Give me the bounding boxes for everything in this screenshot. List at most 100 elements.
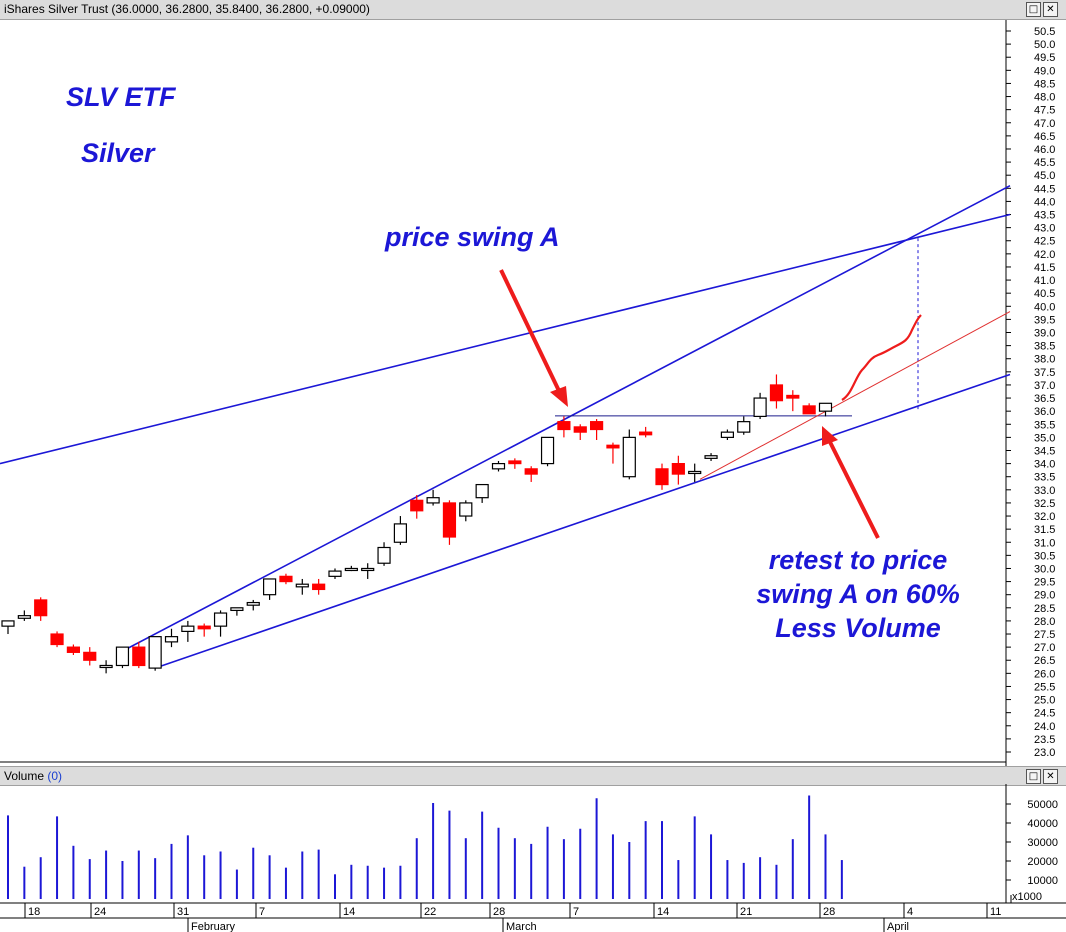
y-tick-label: 23.5 [1034,734,1055,746]
candle-body [230,607,244,612]
candle-body [557,421,571,431]
y-tick-label: 47.5 [1034,105,1055,117]
y-tick-label: 45.0 [1034,170,1055,182]
y-tick-label: 26.5 [1034,655,1055,667]
candle-body [148,636,162,669]
volume-axis: 50000 40000 30000 20000 10000 x1000 [1005,784,1058,903]
y-tick-label: 39.5 [1034,314,1055,326]
chart-title-bar: iShares Silver Trust (36.0000, 36.2800, … [0,0,1066,20]
y-tick-label: 33.0 [1034,485,1055,497]
y-tick-label: 43.5 [1034,210,1055,222]
x-tick-label: 24 [94,906,106,918]
candle-body [442,502,457,538]
volume-bars [7,795,843,899]
retest-label-line2: swing A on 60% [756,579,960,609]
month-tick-label: April [887,921,909,932]
y-tick-label: 40.5 [1034,288,1055,300]
month-tick-label: March [506,921,537,932]
swing-label: price swing A [384,222,560,252]
close-button[interactable]: ✕ [1043,2,1058,17]
y-tick-label: 30.0 [1034,563,1055,575]
y-tick-label: 28.0 [1034,616,1055,628]
candle-body [344,567,358,572]
candle-body [818,402,833,412]
annotation-arrows [499,269,922,539]
y-tick-label: 33.5 [1034,472,1055,484]
y-tick-label: 36.0 [1034,406,1055,418]
y-tick-label: 28.5 [1034,603,1055,615]
y-tick-label: 43.0 [1034,223,1055,235]
candle-body [769,384,784,402]
y-tick-label: 29.0 [1034,590,1055,602]
candle-body [279,575,293,583]
x-tick-label: 28 [823,906,835,918]
y-tick-label: 31.5 [1034,524,1055,536]
candle-body [786,394,800,399]
y-tick-label: 31.0 [1034,537,1055,549]
y-tick-label: 37.0 [1034,380,1055,392]
candle-body [606,444,620,449]
y-tick-label: 38.5 [1034,341,1055,353]
candle-body [704,455,718,459]
chart-title: SLV ETF [66,82,177,112]
price-axis: 50.550.049.549.048.5 48.047.547.046.546.0… [1006,26,1055,759]
candles [1,374,833,674]
y-tick-label: 25.0 [1034,695,1055,707]
y-tick-label: 25.5 [1034,681,1055,693]
candle-body [508,460,522,465]
candle-body [1,620,15,627]
maximize-button[interactable]: □ [1026,2,1041,17]
y-tick-label: 30.5 [1034,550,1055,562]
y-tick-label: 38.0 [1034,354,1055,366]
volume-maximize-button[interactable]: □ [1026,769,1041,784]
y-tick-label: 44.5 [1034,183,1055,195]
candle-body [263,578,277,596]
y-tick-label: 35.0 [1034,432,1055,444]
chart-subtitle: Silver [81,138,156,168]
candle-body [475,483,489,499]
y-tick-label: 39.0 [1034,328,1055,340]
candle-body [246,601,260,606]
candle-body [50,633,64,646]
candle-body [688,470,702,475]
y-tick-label: 46.0 [1034,144,1055,156]
x-tick-label: 7 [259,906,265,918]
volume-tick-label: 50000 [1027,799,1058,811]
candle-body [655,468,669,486]
month-tick-label: February [191,921,236,932]
y-tick-label: 23.0 [1034,747,1055,759]
y-tick-label: 32.0 [1034,511,1055,523]
y-tick-label: 24.0 [1034,721,1055,733]
volume-close-button[interactable]: ✕ [1043,769,1058,784]
candle-body [132,646,146,667]
swing-arrow-shaft [499,269,562,394]
candle-body [802,405,816,415]
y-tick-label: 32.5 [1034,498,1055,510]
y-tick-label: 34.0 [1034,459,1055,471]
y-tick-label: 50.0 [1034,39,1055,51]
candle-body [737,421,751,433]
y-tick-label: 46.5 [1034,131,1055,143]
y-tick-label: 24.5 [1034,708,1055,720]
x-tick-label: 11 [990,906,1001,918]
volume-pane-label-text: Volume [4,769,45,783]
volume-tick-label: 10000 [1027,875,1058,887]
candle-body [213,612,228,627]
y-tick-label: 26.0 [1034,668,1055,680]
candle-body [361,567,375,572]
volume-tick-label: 30000 [1027,837,1058,849]
candle-body [181,625,195,632]
window-title: iShares Silver Trust (36.0000, 36.2800, … [4,2,370,16]
candle-body [459,502,473,517]
candle-body [34,599,48,617]
x-tick-label: 22 [424,906,436,918]
volume-pane-value: (0) [47,769,63,783]
candle-body [295,583,309,588]
candle-body [720,431,735,438]
candle-body [197,625,211,630]
y-tick-label: 45.5 [1034,157,1055,169]
y-tick-label: 27.5 [1034,629,1055,641]
volume-tick-label: 40000 [1027,818,1058,830]
y-tick-label: 27.0 [1034,642,1055,654]
candle-body [377,546,391,564]
